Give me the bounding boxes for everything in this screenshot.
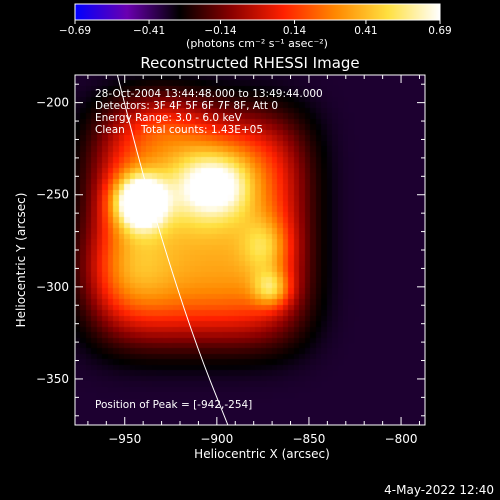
annotation-detectors: Detectors: 3F 4F 5F 6F 7F 8F, Att 0 xyxy=(95,100,278,112)
colorbar-unit-label: (photons cm⁻² s⁻¹ asec⁻²) xyxy=(186,37,328,50)
annotations: 28-Oct-2004 13:44:48.000 to 13:49:44.000… xyxy=(95,88,323,411)
x-tick-label: −800 xyxy=(385,432,418,446)
colorbar-tick-label: 0.41 xyxy=(354,25,377,37)
y-axis-label: Heliocentric Y (arcsec) xyxy=(14,193,28,328)
colorbar-tick-label: 0.69 xyxy=(428,25,451,37)
annotation-method: Clean xyxy=(95,124,125,136)
colorbar-ticks: −0.69 −0.41 −0.14 0.14 0.41 0.69 xyxy=(59,20,452,37)
colorbar-tick-label: 0.14 xyxy=(283,25,307,37)
footer-date: 4-May-2022 12:40 xyxy=(384,483,494,497)
y-tick-label: −200 xyxy=(36,96,69,110)
colorbar-frame xyxy=(74,3,441,21)
x-tick-label: −900 xyxy=(200,432,233,446)
x-tick-label: −950 xyxy=(108,432,141,446)
plot-area xyxy=(75,75,425,425)
chart-title: Reconstructed RHESSI Image xyxy=(140,54,359,72)
colorbar-tick-label: −0.41 xyxy=(133,25,165,37)
annotation-peak-position: Position of Peak = [-942,-254] xyxy=(95,399,252,411)
solar-limb-line xyxy=(116,75,229,425)
x-axis-label: Heliocentric X (arcsec) xyxy=(194,447,330,461)
colorbar-tick-label: −0.69 xyxy=(59,25,91,37)
x-axis: −950 −900 −850 −800 xyxy=(87,75,420,446)
y-axis: −200 −250 −300 −350 xyxy=(36,83,425,417)
colorbar-gradient xyxy=(75,4,440,20)
annotation-time-range: 28-Oct-2004 13:44:48.000 to 13:49:44.000 xyxy=(95,88,323,100)
y-tick-label: −250 xyxy=(36,188,69,202)
annotation-total-counts: Total counts: 1.43E+05 xyxy=(140,124,263,136)
x-tick-label: −850 xyxy=(292,432,325,446)
y-tick-label: −300 xyxy=(36,280,69,294)
colorbar: −0.69 −0.41 −0.14 0.14 0.41 0.69 (photons cm⁻… xyxy=(59,3,452,50)
annotation-energy-range: Energy Range: 3.0 - 6.0 keV xyxy=(95,112,243,124)
heatmap-image xyxy=(75,75,425,425)
y-tick-label: −350 xyxy=(36,372,69,386)
colorbar-tick-label: −0.14 xyxy=(204,25,236,37)
